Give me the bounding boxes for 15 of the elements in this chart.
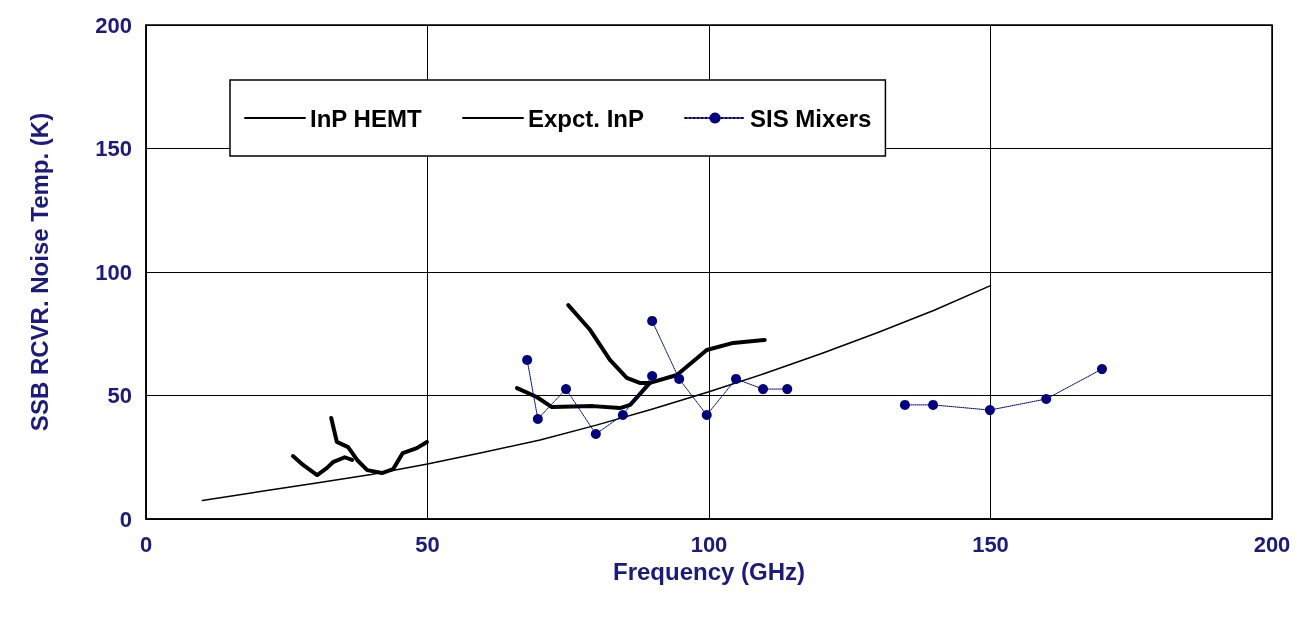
x-axis-title: Frequency (GHz)	[612, 558, 806, 586]
y-tick-label: 100	[95, 259, 132, 285]
x-tick-label: 0	[139, 531, 153, 557]
x-tick-label: 50	[415, 531, 440, 557]
x-tick-label: 200	[1253, 531, 1291, 557]
legend-label: InP HEMT	[310, 104, 422, 132]
legend-label: Expct. InP	[528, 104, 645, 132]
legend-label: SIS Mixers	[750, 104, 872, 132]
y-tick-label: 50	[107, 383, 132, 408]
y-tick-label: 150	[95, 136, 132, 161]
y-tick-label: 0	[119, 506, 132, 532]
y-axis-title: SSB RCVR. Noise Temp. (K)	[25, 112, 53, 432]
x-tick-label: 150	[972, 531, 1009, 557]
y-tick-label: 200	[95, 12, 132, 38]
x-tick-label: 100	[690, 531, 728, 557]
